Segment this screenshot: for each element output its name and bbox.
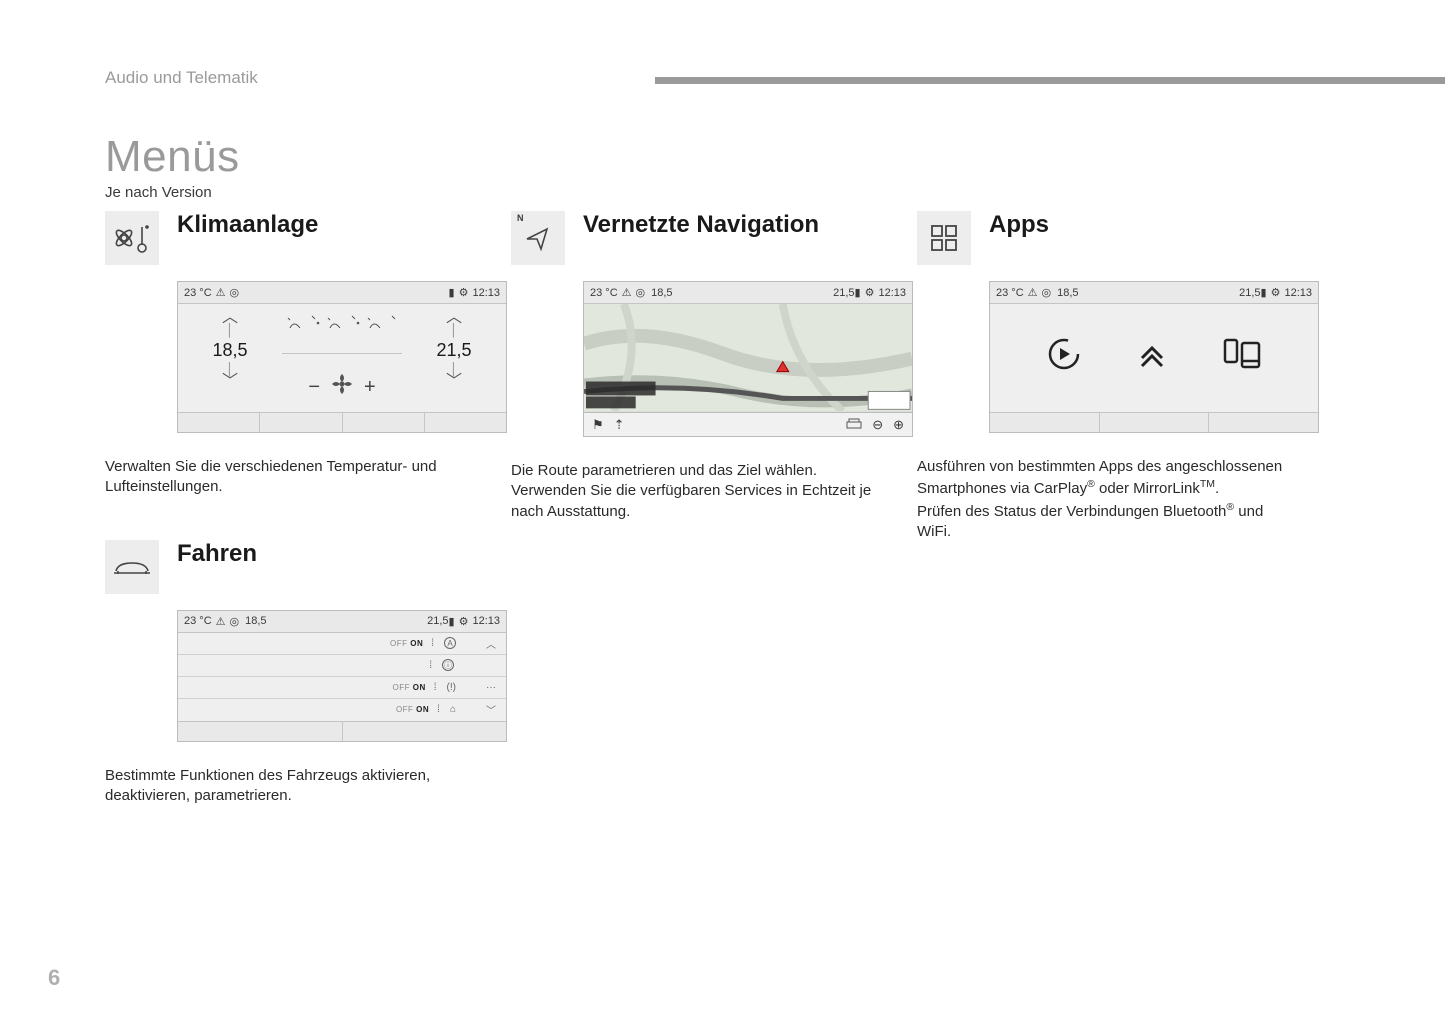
map-view[interactable]: [584, 304, 912, 412]
temp-down-left[interactable]: ﹀: [200, 374, 260, 390]
apps-desc: Ausführen von bestimmten Apps des angesc…: [917, 457, 1287, 542]
battery-icon: ▮: [449, 286, 455, 299]
sb-temp: 23 °C: [184, 287, 212, 299]
nav-icon: N: [511, 211, 565, 265]
climate-desc: Verwalten Sie die verschiedenen Temperat…: [105, 457, 475, 498]
climate-title: Klimaanlage: [177, 211, 318, 239]
warning-icon: ⚠: [216, 286, 226, 299]
toggle-4[interactable]: OFF ON: [396, 705, 429, 714]
drive-title: Fahren: [177, 540, 257, 568]
page-number: 6: [48, 965, 60, 991]
target-icon: ◎: [230, 286, 240, 299]
climate-right-temp: 21,5: [424, 340, 484, 361]
app-play-icon[interactable]: [1046, 336, 1082, 380]
nav-screenshot: 23 °C ⚠ ◎ 18,5 21,5 ▮ ⚙ 12:13: [583, 281, 913, 437]
app-chevrons-icon[interactable]: [1134, 336, 1170, 380]
climate-left-temp: 18,5: [200, 340, 260, 361]
climate-screenshot: 23 °C ⚠ ◎ ▮ ⚙ 12:13 ︿ │ 18,5 │: [177, 281, 507, 433]
climate-icon: [105, 211, 159, 265]
nav-desc: Die Route parametrieren und das Ziel wäh…: [511, 461, 881, 522]
apps-screenshot: 23 °C ⚠ ◎ 18,5 21,5 ▮ ⚙ 12:13: [989, 281, 1319, 433]
page-subtitle: Je nach Version: [105, 184, 1340, 201]
nav-title: Vernetzte Navigation: [583, 211, 819, 239]
fan-plus[interactable]: +: [364, 376, 376, 399]
north-icon[interactable]: ⇡: [614, 417, 625, 433]
flag-icon[interactable]: ⚑: [592, 417, 604, 433]
fan-minus[interactable]: −: [308, 376, 320, 399]
layers-icon[interactable]: [846, 417, 862, 432]
apps-title: Apps: [989, 211, 1049, 239]
sb-time: 12:13: [472, 287, 500, 299]
airflow-icons: [282, 314, 402, 335]
drive-screenshot: 23 °C ⚠ ◎ 18,5 21,5 ▮ ⚙ 12:13 OFF ON ⁞ A…: [177, 610, 507, 742]
zoom-out-icon[interactable]: ⊖: [872, 417, 883, 433]
apps-icon: [917, 211, 971, 265]
fan-icon: [330, 372, 354, 402]
temp-down-right[interactable]: ﹀: [424, 374, 484, 390]
page-title: Menüs: [105, 132, 1340, 182]
app-mirrorlink-icon[interactable]: [1222, 337, 1262, 379]
drive-desc: Bestimmte Funktionen des Fahrzeugs aktiv…: [105, 766, 475, 807]
toggle-1[interactable]: OFF ON: [390, 639, 423, 648]
drive-icon: [105, 540, 159, 594]
settings-icon: ⚙: [459, 286, 469, 299]
header-rule: [655, 77, 1445, 84]
toggle-3[interactable]: OFF ON: [393, 683, 426, 692]
zoom-in-icon[interactable]: ⊕: [893, 417, 904, 433]
